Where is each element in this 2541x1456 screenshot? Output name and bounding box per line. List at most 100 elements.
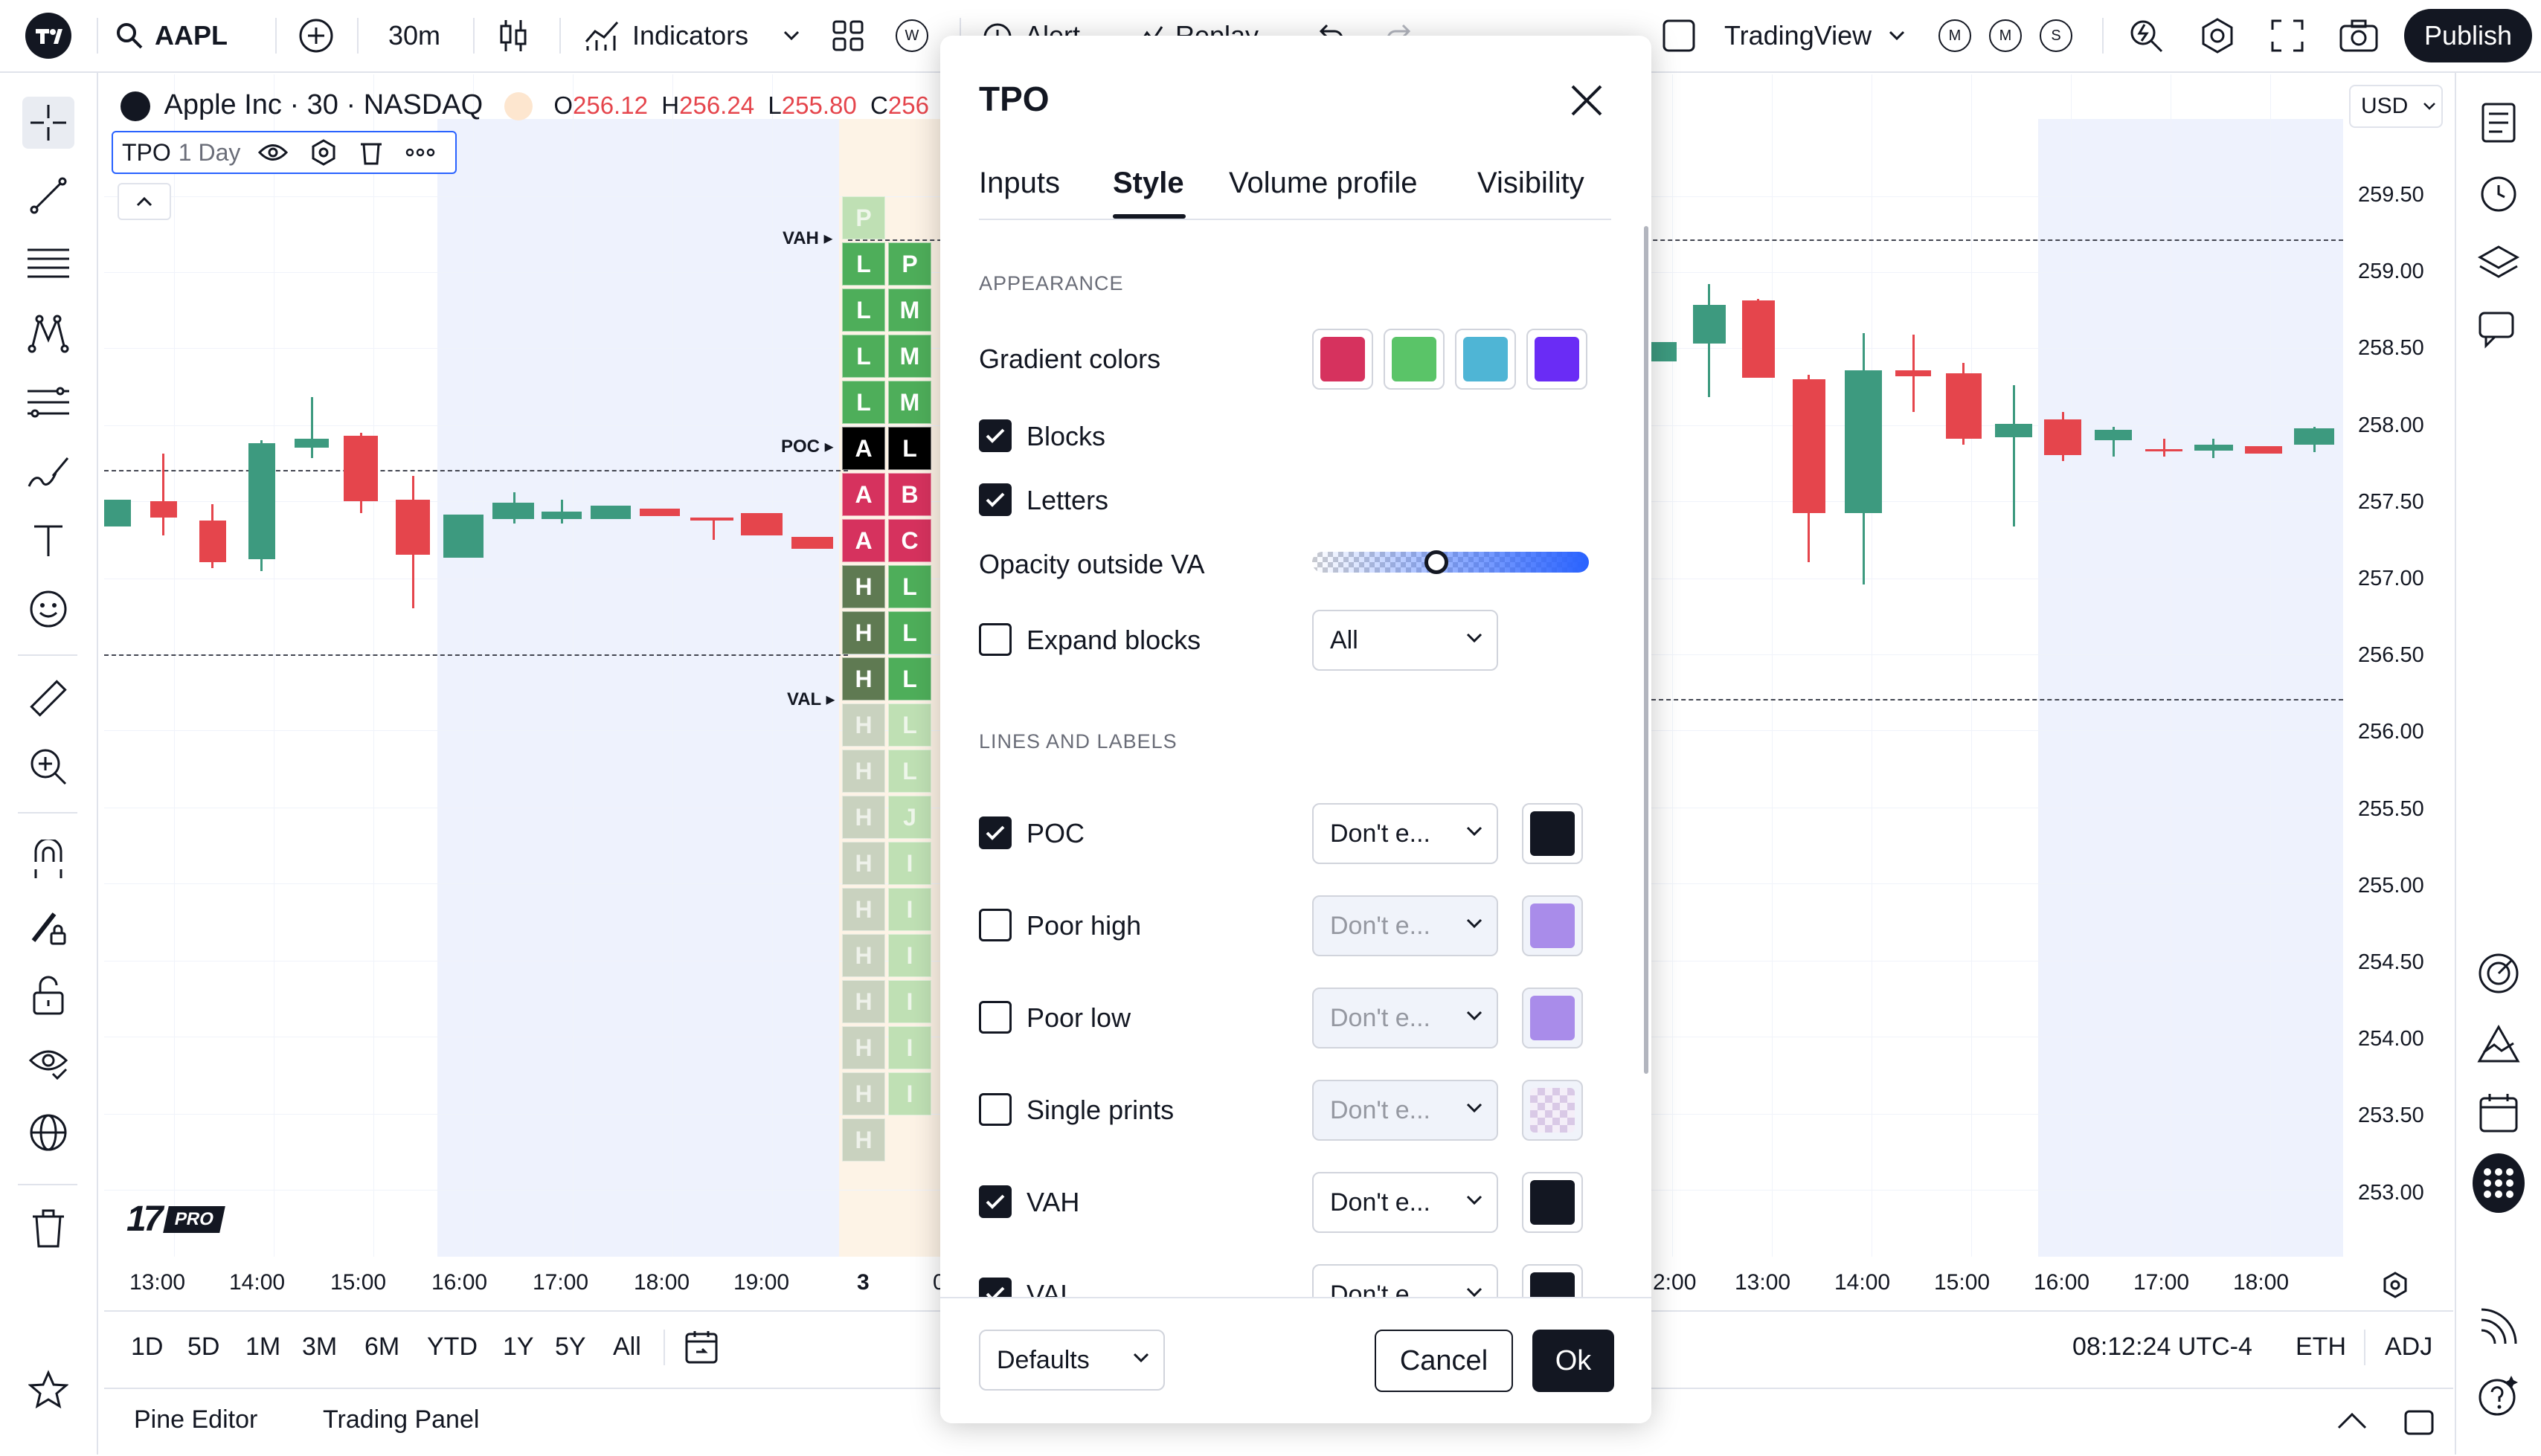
adjust-button[interactable]: ADJ [2385,1333,2433,1361]
line-color-swatch[interactable] [1522,988,1583,1048]
gradient-color-swatch[interactable] [1384,329,1445,390]
currency-dropdown[interactable]: USD [2349,85,2443,128]
layout-name-button[interactable]: TradingView [1724,0,1906,71]
line-style-select[interactable]: Don't e... [1312,895,1498,956]
gradient-color-swatch[interactable] [1455,329,1516,390]
defaults-button[interactable]: Defaults [979,1330,1165,1391]
trash-icon[interactable] [359,139,383,166]
emoji-tool[interactable] [22,583,74,635]
goto-date-icon[interactable] [684,1330,722,1365]
axis-settings-icon[interactable] [2382,1272,2409,1298]
watchlist-badge[interactable]: W [896,0,928,71]
streams-button[interactable] [2473,1300,2525,1352]
blocks-checkbox[interactable] [979,419,1012,452]
range-button[interactable]: 3M [302,1333,338,1361]
maximize-panel-icon[interactable] [2403,1405,2435,1438]
watchlist-button[interactable] [2473,97,2525,149]
layout-button[interactable] [1662,0,1696,71]
trading-panel-tab[interactable]: Trading Panel [323,1405,480,1434]
session-button[interactable]: ETH [2296,1333,2346,1361]
forecast-tool[interactable] [22,376,74,428]
dialog-scrollbar[interactable] [1644,226,1648,1074]
settings-button[interactable] [2199,0,2236,71]
line-style-select[interactable]: Don't e... [1312,803,1498,864]
line-color-swatch[interactable] [1522,1080,1583,1141]
fib-tool[interactable] [22,238,74,290]
templates-button[interactable] [832,0,864,71]
cancel-button[interactable]: Cancel [1375,1330,1513,1392]
tab-style[interactable]: Style [1113,167,1184,199]
range-button[interactable]: All [613,1333,641,1361]
stay-in-drawing-mode-tool[interactable] [22,901,74,953]
range-button[interactable]: 1Y [503,1333,534,1361]
line-color-swatch[interactable] [1522,803,1583,864]
m-badge-2[interactable]: M [1989,0,2022,71]
range-button[interactable]: 6M [364,1333,400,1361]
compare-symbol-button[interactable] [298,0,335,71]
crosshair-tool[interactable] [22,97,74,149]
publish-button[interactable]: Publish [2404,9,2532,62]
line-color-swatch[interactable] [1522,895,1583,956]
price-axis[interactable]: USD 259.50 259.00 258.50 258.00 257.50 257.00… [2343,74,2453,1257]
line-checkbox[interactable] [979,816,1012,849]
object-tree-tool[interactable] [22,1107,74,1159]
ok-button[interactable]: Ok [1532,1330,1614,1392]
targets-button[interactable] [2473,947,2525,999]
expand-blocks-select[interactable]: All [1312,610,1498,671]
fullscreen-button[interactable] [2270,0,2304,71]
pattern-tool[interactable] [22,308,74,360]
indicator-legend[interactable]: TPO 1 Day [112,131,457,174]
calendar-button[interactable] [2473,1087,2525,1139]
eye-icon[interactable] [258,141,289,164]
quick-search-button[interactable] [2127,0,2165,71]
help-button[interactable] [2473,1370,2525,1422]
text-tool[interactable] [22,515,74,567]
range-button[interactable]: 1D [131,1333,164,1361]
snapshot-button[interactable] [2339,0,2379,71]
magnet-tool[interactable] [22,834,74,886]
zoom-tool[interactable] [22,741,74,793]
expand-blocks-checkbox[interactable] [979,623,1012,656]
trend-line-tool[interactable] [22,170,74,222]
line-color-swatch[interactable] [1522,1172,1583,1233]
indicators-dropdown-chevron[interactable] [783,0,800,71]
chevron-up-icon[interactable] [2336,1411,2368,1431]
more-icon[interactable] [405,148,435,157]
symbol-search[interactable]: AAPL [115,0,228,71]
collapse-legend-button[interactable] [118,183,171,220]
tradingview-logo-icon[interactable] [25,0,71,71]
letters-checkbox[interactable] [979,483,1012,516]
apps-button[interactable] [2473,1153,2525,1213]
hide-drawings-tool[interactable] [22,1037,74,1089]
gradient-color-swatch[interactable] [1526,329,1587,390]
range-button[interactable]: 1M [245,1333,281,1361]
line-checkbox[interactable] [979,1001,1012,1034]
opacity-slider[interactable] [1312,552,1589,573]
line-style-select[interactable]: Don't e... [1312,988,1498,1048]
range-button[interactable]: YTD [427,1333,478,1361]
gradient-color-swatch[interactable] [1312,329,1373,390]
line-checkbox[interactable] [979,1185,1012,1218]
measure-tool[interactable] [22,672,74,724]
chart-type-button[interactable] [497,0,530,71]
clock[interactable]: 08:12:24 UTC-4 [2072,1333,2252,1361]
tab-volume-profile[interactable]: Volume profile [1229,167,1418,199]
ideas-button[interactable] [2473,1017,2525,1069]
interval-button[interactable]: 30m [388,20,441,51]
chats-button[interactable] [2473,305,2525,357]
indicators-button[interactable]: Indicators [583,0,748,71]
range-button[interactable]: 5Y [555,1333,586,1361]
line-style-select[interactable]: Don't e... [1312,1080,1498,1141]
close-icon[interactable] [1570,83,1604,117]
line-checkbox[interactable] [979,909,1012,941]
remove-drawings-tool[interactable] [22,1203,74,1255]
m-badge-1[interactable]: M [1938,0,1971,71]
favorites-tool[interactable] [22,1364,74,1416]
settings-icon[interactable] [310,139,337,166]
range-button[interactable]: 5D [187,1333,220,1361]
pine-editor-tab[interactable]: Pine Editor [134,1405,258,1434]
opacity-slider-knob[interactable] [1424,550,1449,574]
line-checkbox[interactable] [979,1093,1012,1126]
layers-button[interactable] [2473,236,2525,289]
symbol-legend[interactable]: Apple Inc · 30 · NASDAQ O256.12 H256.24 … [121,89,929,121]
